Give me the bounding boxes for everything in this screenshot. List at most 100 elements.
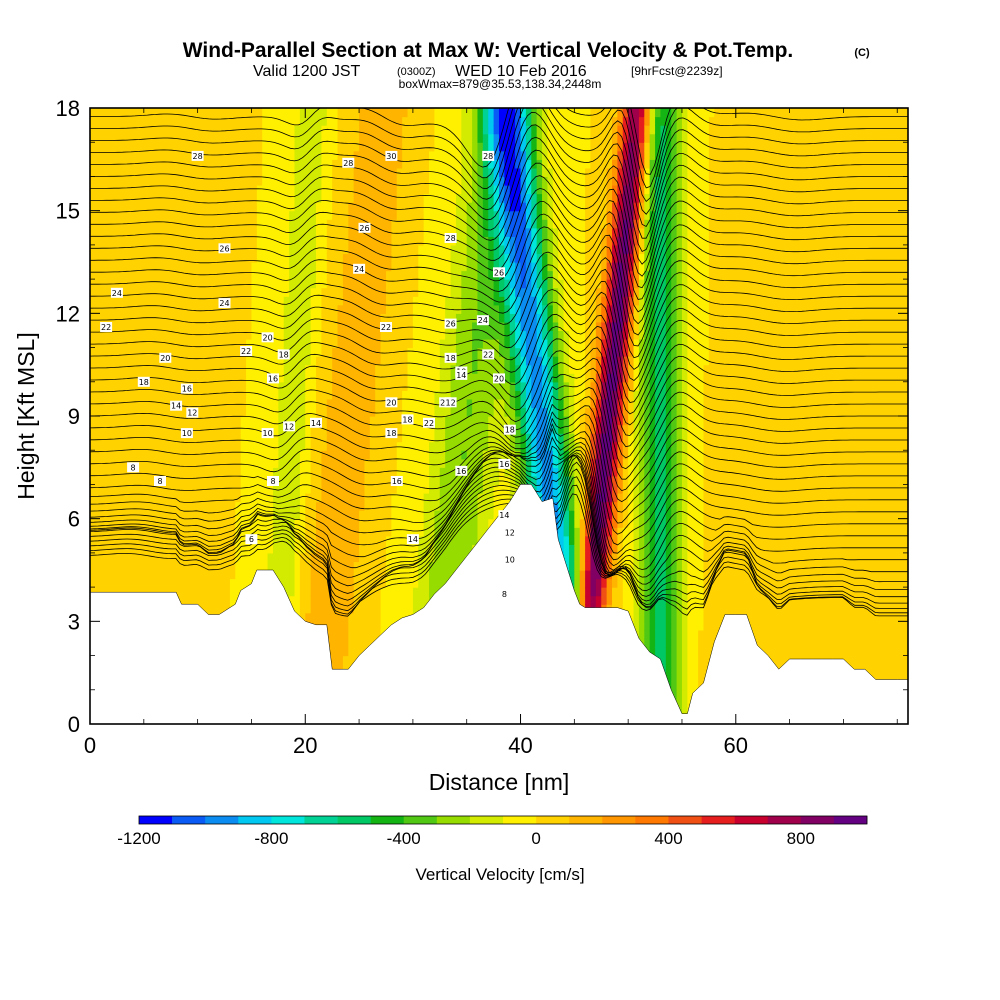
velocity-cell [111,185,118,195]
velocity-cell [111,227,118,237]
velocity-cell [122,458,129,468]
velocity-cell [445,202,452,212]
velocity-cell [251,458,258,468]
velocity-cell [289,501,296,511]
velocity-cell [224,313,231,323]
velocity-cell [326,347,333,357]
velocity-cell [235,330,242,340]
velocity-cell [326,450,333,460]
velocity-cell [396,612,403,622]
velocity-cell [380,304,387,314]
velocity-cell [262,484,269,494]
velocity-cell [316,236,323,246]
velocity-cell [122,398,129,409]
velocity-cell [316,125,323,135]
velocity-cell [170,313,177,323]
velocity-cell [348,185,355,195]
velocity-cell [423,390,430,400]
velocity-cell [439,185,446,195]
velocity-cell [106,578,113,588]
velocity-cell [299,304,306,314]
velocity-cell [439,544,446,554]
velocity-cell [267,176,274,186]
velocity-cell [326,339,333,349]
velocity-cell [203,356,209,366]
velocity-cell [208,510,215,520]
velocity-cell [337,552,344,563]
velocity-cell [154,424,161,434]
velocity-cell [159,467,166,477]
velocity-cell [197,510,204,520]
velocity-cell [289,159,296,169]
velocity-cell [283,202,290,212]
velocity-cell [337,595,344,605]
velocity-cell [385,373,392,383]
velocity-cell [316,339,323,349]
velocity-cell [267,262,274,272]
velocity-cell [90,390,96,400]
velocity-cell [418,116,425,126]
velocity-cell [283,193,290,203]
velocity-cell [159,484,166,494]
velocity-cell [337,655,344,665]
velocity-cell [326,604,333,614]
velocity-cell [321,527,328,537]
velocity-cell [192,347,199,357]
velocity-cell [294,159,301,169]
velocity-cell [364,193,371,203]
velocity-cell [176,167,183,178]
velocity-cell [143,133,150,143]
velocity-cell [375,398,382,409]
velocity-cell [176,373,183,383]
velocity-cell [106,236,113,246]
velocity-cell [316,142,323,152]
velocity-cell [213,210,220,220]
velocity-cell [133,193,140,203]
velocity-cell [262,219,269,229]
velocity-cell [203,125,209,135]
velocity-cell [90,493,96,503]
velocity-cell [138,116,145,126]
velocity-cell [321,364,328,374]
velocity-cell [106,416,113,426]
velocity-cell [321,287,328,297]
velocity-cell [116,313,123,323]
velocity-cell [197,108,204,118]
velocity-cell [197,244,204,255]
velocity-cell [332,364,339,374]
velocity-cell [396,424,403,434]
velocity-cell [434,202,441,212]
velocity-cell [310,304,317,314]
velocity-cell [111,176,118,186]
velocity-cell [321,373,328,383]
velocity-cell [100,381,107,391]
velocity-cell [95,167,102,178]
velocity-cell [348,244,355,255]
velocity-cell [127,347,134,357]
velocity-cell [240,185,247,195]
velocity-cell [450,450,457,460]
velocity-cell [240,510,247,520]
velocity-cell [138,236,145,246]
velocity-cell [396,185,403,195]
velocity-cell [154,544,161,554]
velocity-cell [256,227,263,237]
velocity-cell [402,270,409,280]
velocity-cell [235,484,242,494]
velocity-cell [289,202,296,212]
velocity-cell [445,150,452,160]
velocity-cell [138,587,145,597]
velocity-cell [208,561,215,571]
velocity-cell [256,176,263,186]
velocity-cell [213,347,220,357]
velocity-cell [149,108,156,118]
velocity-cell [391,578,398,588]
velocity-cell [369,493,376,503]
velocity-cell [229,416,236,426]
velocity-cell [106,347,113,357]
velocity-cell [380,176,387,186]
velocity-cell [186,296,193,306]
velocity-cell [122,185,129,195]
velocity-cell [159,202,166,212]
velocity-cell [251,441,258,451]
